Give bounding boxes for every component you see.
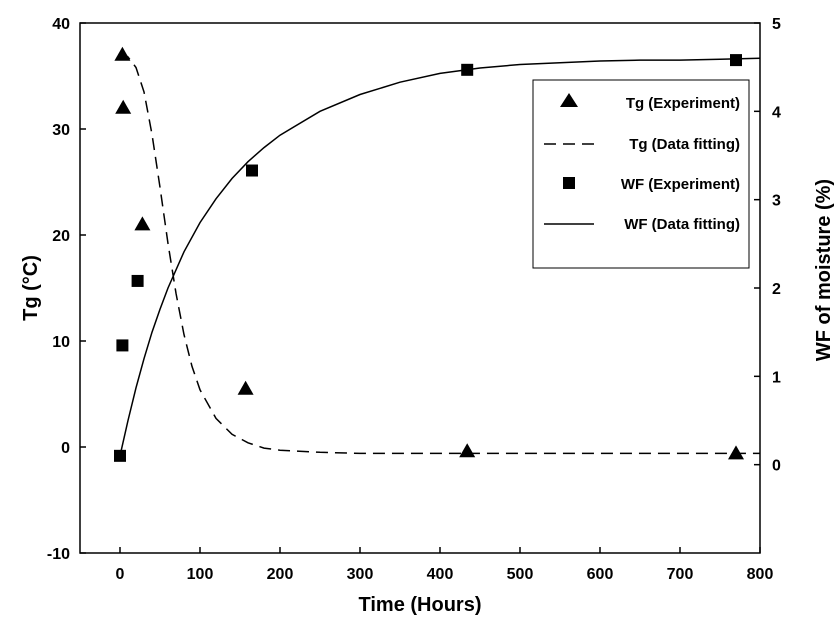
right-y-tick-label: 2 xyxy=(772,281,781,298)
left-y-tick-label: 0 xyxy=(61,440,70,457)
tg-experiment-point xyxy=(237,380,254,395)
legend: Tg (Experiment) Tg (Data fitting) WF (Ex… xyxy=(532,79,750,269)
legend-label-wf-experiment: WF (Experiment) xyxy=(621,176,740,193)
legend-box xyxy=(532,79,750,269)
x-tick-label: 200 xyxy=(267,566,294,583)
wf-experiment-point xyxy=(116,339,129,352)
x-axis-ticks: 0 100 200 300 400 500 600 700 800 xyxy=(116,547,774,583)
right-y-tick-label: 3 xyxy=(772,193,781,210)
wf-experiment-point xyxy=(246,164,258,177)
left-y-axis-ticks: -10 0 10 20 30 40 xyxy=(47,16,86,563)
legend-label-tg-experiment: Tg (Experiment) xyxy=(626,95,740,112)
legend-square-marker-icon xyxy=(563,177,575,189)
x-tick-label: 800 xyxy=(747,566,774,583)
right-y-axis-title: WF of moisture (%) xyxy=(813,179,835,361)
x-tick-label: 100 xyxy=(187,566,214,583)
tg-experiment-point xyxy=(115,99,132,114)
wf-experiment-point xyxy=(730,54,742,67)
left-y-tick-label: 30 xyxy=(52,122,70,139)
right-y-axis-ticks: 0 1 2 3 4 5 xyxy=(754,16,781,475)
legend-label-tg-fitting: Tg (Data fitting) xyxy=(629,136,740,153)
tg-fitting-curve xyxy=(119,52,760,455)
legend-label-wf-fitting: WF (Data fitting) xyxy=(624,216,740,233)
wf-experiment-point xyxy=(114,449,126,462)
tg-experiment-point xyxy=(728,445,744,460)
x-tick-label: 0 xyxy=(116,566,125,583)
x-tick-label: 700 xyxy=(667,566,694,583)
right-y-tick-label: 1 xyxy=(772,369,781,386)
x-tick-label: 300 xyxy=(347,566,374,583)
left-y-tick-label: 40 xyxy=(52,16,70,33)
legend-triangle-marker-icon xyxy=(560,93,578,107)
right-y-tick-label: 0 xyxy=(772,458,781,475)
left-y-tick-label: 20 xyxy=(52,228,70,245)
x-tick-label: 500 xyxy=(507,566,534,583)
left-y-tick-label: -10 xyxy=(47,546,70,563)
wf-fitting-curve xyxy=(119,57,761,456)
x-axis-title: Time (Hours) xyxy=(359,594,482,616)
x-tick-label: 600 xyxy=(587,566,614,583)
left-y-tick-label: 10 xyxy=(52,334,70,351)
right-y-tick-label: 5 xyxy=(772,16,781,33)
tg-experiment-point xyxy=(134,216,151,231)
tg-experiment-point xyxy=(459,443,476,458)
wf-experiment-point xyxy=(131,274,144,287)
left-y-axis-title: Tg (°C) xyxy=(20,255,42,321)
data-series xyxy=(114,46,761,462)
x-tick-label: 400 xyxy=(427,566,454,583)
right-y-tick-label: 4 xyxy=(772,104,781,121)
